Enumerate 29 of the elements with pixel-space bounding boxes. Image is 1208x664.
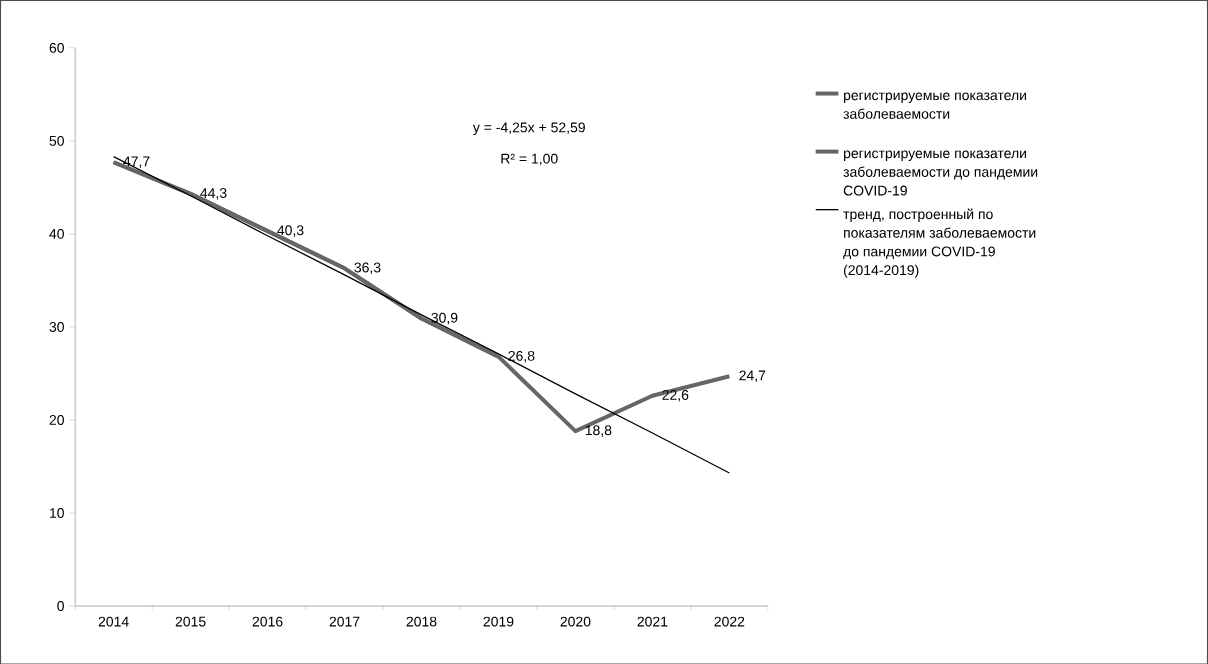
x-tick-label: 2015 xyxy=(175,616,206,627)
legend-label: регистрируемые показатели заболеваемости xyxy=(843,92,1026,119)
x-tick-label: 2014 xyxy=(98,616,129,627)
data-label: 30,9 xyxy=(431,312,458,325)
data-label: 40,3 xyxy=(277,225,304,237)
x-tick-label: 2018 xyxy=(406,616,437,627)
legend-label: тренд, построенный по показателям заболеваемости до пандемии COVID-19 (2014-2019) xyxy=(843,208,1036,278)
y-tick-label: 10 xyxy=(50,507,64,518)
data-label: 44,3 xyxy=(200,187,227,200)
data-label: 47,7 xyxy=(123,156,150,168)
data-label: 36,3 xyxy=(354,262,381,274)
data-label: 18,8 xyxy=(585,425,612,437)
x-tick-label: 2022 xyxy=(714,616,745,627)
x-tick-label: 2020 xyxy=(560,616,591,627)
x-tick-label: 2016 xyxy=(252,616,283,627)
data-label: 24,7 xyxy=(739,370,766,382)
data-label: 26,8 xyxy=(508,350,535,363)
x-tick-label: 2021 xyxy=(637,616,668,627)
data-label: 22,6 xyxy=(662,389,689,402)
y-tick-label: 40 xyxy=(49,228,64,239)
x-tick-label: 2017 xyxy=(329,616,360,627)
annotation: y = -4,25x + 52,59 xyxy=(472,122,585,135)
y-tick-label: 0 xyxy=(57,600,64,611)
y-tick-label: 50 xyxy=(49,135,64,146)
annotation: R² = 1,00 xyxy=(501,153,558,166)
y-tick-label: 30 xyxy=(49,321,64,332)
x-tick-label: 2019 xyxy=(483,616,514,627)
y-tick-label: 20 xyxy=(49,414,64,425)
y-tick-label: 60 xyxy=(49,42,64,53)
